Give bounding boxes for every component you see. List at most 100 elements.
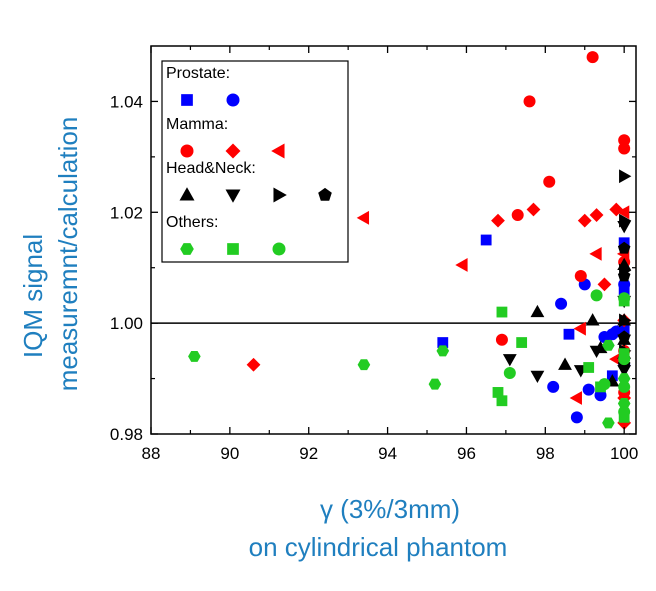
triangle-down-shape <box>589 345 604 359</box>
legend-marker <box>225 189 241 203</box>
pentagon-shape <box>617 241 631 254</box>
data-point-s10 <box>496 306 508 318</box>
data-point-s7 <box>619 213 632 228</box>
diamond-shape <box>577 213 592 228</box>
x-tick-label: 90 <box>220 444 239 463</box>
data-point-s1 <box>570 411 583 424</box>
triangle-up-shape <box>530 304 545 318</box>
triangle-down-shape <box>502 354 517 367</box>
triangle-left-shape <box>356 210 370 225</box>
data-point-s4 <box>573 321 586 336</box>
circle-shape <box>180 144 194 158</box>
triangle-left-shape <box>589 246 602 261</box>
square-shape <box>516 337 528 348</box>
circle-shape <box>618 134 631 147</box>
data-point-s3 <box>589 208 604 222</box>
y-tick-label: 1.00 <box>110 314 143 333</box>
triangle-left-shape <box>455 258 468 272</box>
data-point-s9 <box>602 339 615 351</box>
data-point-s11 <box>590 289 603 302</box>
legend-marker <box>318 187 332 201</box>
data-point-s9 <box>617 373 631 385</box>
hexagon-shape <box>428 378 442 390</box>
legend: Prostate: Mamma: Head&Neck: Others: <box>161 60 349 263</box>
data-point-s7 <box>619 169 632 184</box>
data-point-s2 <box>618 142 631 155</box>
hexagon-shape <box>617 398 631 409</box>
square-shape <box>618 323 630 335</box>
pentagon-shape <box>617 269 631 282</box>
data-point-s2 <box>543 175 556 188</box>
triangle-left-shape <box>569 391 582 405</box>
square-shape <box>181 94 193 106</box>
hexagon-shape <box>436 345 450 357</box>
square-shape <box>563 328 575 340</box>
legend-marker <box>226 93 240 107</box>
legend-marker <box>271 143 285 159</box>
data-point-s10 <box>516 337 528 348</box>
axis-titles: γ (3%/3mm) on cylindrical phantom IQM sign… <box>18 117 507 562</box>
data-point-s3 <box>577 213 592 228</box>
diamond-shape <box>597 277 612 292</box>
y-axis-title-line2: measuremnt/calculation <box>53 117 83 392</box>
data-point-s9 <box>617 398 631 409</box>
circle-shape <box>618 405 631 418</box>
data-point-s5 <box>558 357 572 370</box>
legend-group-label: Mamma: <box>166 116 228 133</box>
data-point-s2 <box>574 270 587 283</box>
circle-shape <box>574 270 587 283</box>
legend-marker <box>181 94 193 106</box>
data-point-s3 <box>617 391 632 405</box>
hexagon-shape <box>602 417 615 429</box>
circle-shape <box>618 142 631 155</box>
circle-shape <box>586 51 599 64</box>
data-point-s9 <box>436 345 450 357</box>
data-point-s9 <box>428 378 442 390</box>
triangle-right-shape <box>619 213 632 228</box>
triangle-up-shape <box>585 313 600 326</box>
pentagon-shape <box>318 187 332 201</box>
hexagon-shape <box>188 350 201 362</box>
data-point-s9 <box>188 350 201 362</box>
data-point-s0 <box>563 328 575 340</box>
data-point-s10 <box>492 387 504 398</box>
data-point-s8 <box>617 330 631 343</box>
x-axis-title-line2: on cylindrical phantom <box>249 532 508 562</box>
diamond-shape <box>225 143 241 159</box>
data-point-s11 <box>618 353 631 366</box>
data-point-s3 <box>246 357 261 372</box>
data-point-s8 <box>617 269 631 282</box>
data-point-s1 <box>582 383 595 396</box>
data-point-s6 <box>589 345 604 359</box>
diamond-shape <box>526 202 541 217</box>
circle-shape <box>547 380 560 393</box>
x-tick-label: 100 <box>610 444 638 463</box>
diamond-shape <box>246 357 261 372</box>
y-tick-label: 0.98 <box>110 425 143 444</box>
data-point-s11 <box>503 367 516 380</box>
triangle-up-shape <box>179 187 195 201</box>
square-shape <box>496 395 508 407</box>
data-point-s4 <box>589 246 602 261</box>
data-point-s9 <box>357 359 371 371</box>
data-point-s7 <box>619 313 632 328</box>
diamond-shape <box>491 213 505 228</box>
circle-shape <box>511 209 524 222</box>
data-point-s2 <box>618 134 631 147</box>
legend-marker <box>179 187 195 201</box>
data-point-s11 <box>618 380 631 393</box>
square-shape <box>496 306 508 318</box>
square-shape <box>437 337 449 348</box>
data-point-s4 <box>455 258 468 272</box>
triangle-right-shape <box>619 313 632 328</box>
data-point-s10 <box>583 362 595 373</box>
axis-ticks: 88 90 92 94 96 98 100 0.98 1.00 1.02 1.04 <box>110 45 638 463</box>
legend-marker <box>180 144 194 158</box>
data-point-s5 <box>585 313 600 326</box>
plot-frame <box>150 45 637 435</box>
square-shape <box>583 362 595 373</box>
data-point-s3 <box>597 277 612 292</box>
legend-marker <box>273 187 287 203</box>
triangle-down-shape <box>530 370 545 383</box>
data-point-s0 <box>480 234 492 246</box>
